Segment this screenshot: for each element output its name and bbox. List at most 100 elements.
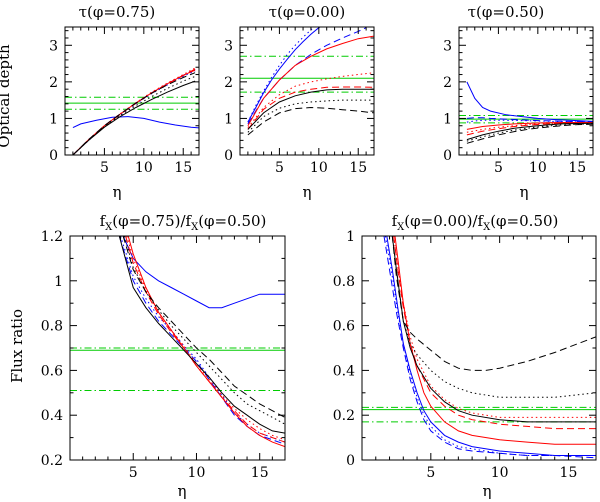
panel-tau-075: τ(φ=0.75) Optical depth η (0, 3, 155, 201)
x-axis-label: η (303, 183, 312, 201)
series-black-dot (391, 236, 596, 398)
plot-p4: 5 10 15 0.2 0.4 0.6 0.8 1 1.2 (41, 229, 286, 481)
y-tick-label: 0.6 (41, 363, 63, 379)
x-tick-label: 10 (529, 160, 547, 176)
y-tick-label: 0 (346, 453, 355, 469)
y-tick-label: 1 (224, 111, 233, 127)
series-blue-dash (466, 117, 593, 123)
x-tick-label: 5 (275, 160, 284, 176)
y-tick-label: 3 (224, 38, 233, 54)
series-red-dot (72, 67, 196, 155)
series-black-dot (123, 236, 285, 425)
x-tick-label: 5 (494, 160, 503, 176)
y-tick-label: 0.4 (41, 408, 63, 424)
y-tick-label: 1 (54, 274, 63, 290)
series-red-dash (247, 86, 374, 130)
series-red-solid (127, 236, 285, 448)
series-black-dot (466, 123, 593, 142)
series-blue-solid (72, 116, 199, 129)
series-black-solid (118, 236, 285, 434)
series-blue-solid (466, 81, 593, 122)
x-tick-label: 10 (188, 465, 206, 481)
series-black-solid (466, 122, 593, 141)
series-blue-solid (122, 236, 285, 309)
series-blue-dot (72, 70, 196, 155)
series-red-dash (125, 236, 285, 443)
series-red-dot (393, 236, 596, 418)
series-black-dash (72, 72, 196, 155)
plot-p1: 5 10 15 0 1 2 3 (49, 26, 200, 176)
y-tick-label: 3 (443, 38, 452, 54)
y-tick-label: 0.8 (41, 319, 63, 335)
y-tick-label: 1 (443, 111, 452, 127)
y-tick-label: 1 (346, 229, 355, 245)
plot-p3: 5 10 15 0 1 2 3 (443, 26, 594, 176)
series-blue-solid (386, 236, 596, 456)
x-tick-label: 10 (491, 465, 509, 481)
x-axis-label: η (520, 183, 529, 201)
series-red-dash (393, 236, 596, 430)
series-red-dot (247, 72, 374, 128)
x-tick-label: 15 (174, 160, 192, 176)
y-tick-label: 1.2 (41, 229, 63, 245)
x-tick-label: 5 (100, 160, 109, 176)
x-tick-label: 15 (251, 465, 269, 481)
series-red-solid (72, 69, 196, 155)
panel-title: fX(φ=0.00)/fX(φ=0.50) (392, 212, 559, 233)
panel-title: τ(φ=0.00) (269, 3, 345, 21)
series-blue-dash (72, 68, 196, 155)
plot-frame (361, 235, 597, 461)
panel-title: τ(φ=0.75) (79, 3, 155, 21)
series-blue-dot (120, 236, 285, 443)
y-tick-label: 2 (49, 75, 58, 91)
x-tick-label: 5 (129, 465, 138, 481)
series-red-solid (394, 236, 596, 445)
series-black-dash (247, 106, 374, 136)
y-tick-label: 0.2 (333, 408, 355, 424)
panel-title: fX(φ=0.75)/fX(φ=0.50) (100, 212, 267, 233)
y-tick-label: 0.2 (41, 453, 63, 469)
y-tick-label: 0.8 (333, 274, 355, 290)
series-black-dash (122, 236, 285, 418)
plot-frame (458, 26, 594, 156)
panel-flux-075: fX(φ=0.75)/fX(φ=0.50) Flux ratio η (8, 212, 266, 500)
panel-title: τ(φ=0.50) (468, 3, 544, 21)
y-tick-label: 0.6 (333, 319, 355, 335)
series-red-dot (126, 236, 285, 441)
series-blue-dash (383, 236, 596, 459)
series-black-solid (391, 236, 596, 423)
y-tick-label: 0.4 (333, 363, 355, 379)
y-tick-label: 0 (443, 148, 452, 164)
series-black-dot (247, 99, 374, 133)
series-blue-dash (118, 236, 285, 445)
x-tick-label: 10 (135, 160, 153, 176)
x-axis-label: η (113, 183, 122, 201)
y-axis-label: Optical depth (0, 44, 13, 148)
x-tick-label: 15 (349, 160, 367, 176)
series-black-solid (72, 80, 196, 155)
x-axis-label: η (178, 482, 187, 500)
x-tick-label: 10 (310, 160, 328, 176)
x-tick-label: 5 (426, 465, 435, 481)
y-axis-label: Flux ratio (8, 309, 26, 383)
x-tick-label: 15 (568, 160, 586, 176)
panel-flux-000: fX(φ=0.00)/fX(φ=0.50) η (392, 212, 559, 500)
y-tick-label: 2 (443, 75, 452, 91)
y-tick-label: 2 (224, 75, 233, 91)
x-axis-label: η (483, 482, 492, 500)
x-tick-label: 15 (560, 465, 578, 481)
plot-frame (239, 26, 375, 156)
plot-p2: 5 10 15 0 1 2 3 (224, 26, 375, 176)
series-blue-dot (466, 119, 593, 123)
plot-p5: 5 10 15 0 0.2 0.4 0.6 0.8 1 (333, 229, 597, 481)
y-tick-label: 0 (49, 148, 58, 164)
y-tick-label: 1 (49, 111, 58, 127)
plot-frame (64, 26, 200, 156)
series-red-solid (247, 35, 374, 126)
panel-tau-050: τ(φ=0.50) η (468, 3, 544, 201)
series-black-solid (247, 88, 374, 130)
series-black-dash (391, 236, 596, 371)
series-red-dash (72, 68, 196, 155)
y-tick-label: 3 (49, 38, 58, 54)
